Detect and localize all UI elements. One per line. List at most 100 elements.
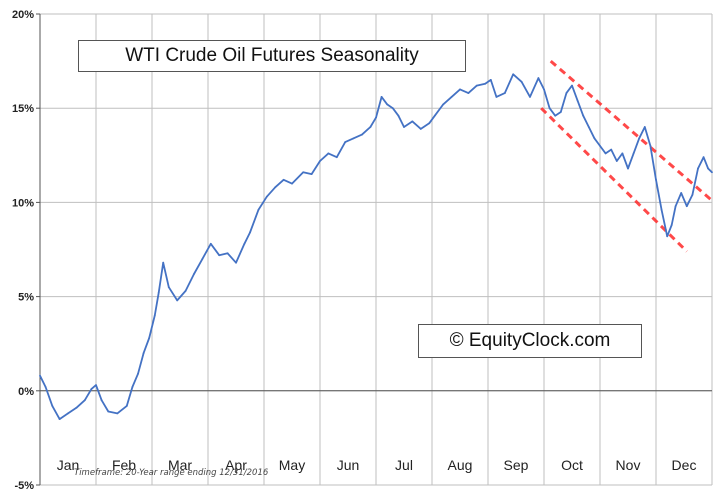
data-point	[627, 167, 629, 170]
data-point	[257, 209, 260, 211]
y-axis-ticks: 20% 15% 10% 5% 0% -5%	[12, 9, 40, 492]
data-point	[375, 116, 377, 119]
data-point	[327, 152, 330, 155]
data-point	[403, 126, 405, 128]
data-point	[503, 92, 506, 94]
data-point	[643, 126, 646, 128]
data-point	[226, 252, 229, 255]
data-point	[235, 261, 237, 264]
data-point	[335, 156, 338, 159]
data-point	[702, 156, 705, 159]
data-point	[361, 133, 363, 136]
data-point	[520, 80, 523, 83]
data-point	[167, 286, 170, 289]
data-point	[680, 192, 683, 194]
data-point	[125, 405, 128, 407]
data-point	[176, 299, 179, 302]
data-point	[582, 114, 585, 117]
data-point	[419, 127, 422, 130]
data-point	[107, 410, 110, 413]
trend-channel	[540, 59, 713, 253]
data-point	[201, 258, 204, 260]
x-tick-label: May	[279, 457, 305, 473]
y-tick-label: -5%	[14, 480, 34, 492]
data-point	[655, 178, 657, 181]
data-point	[450, 96, 453, 98]
data-point	[537, 77, 540, 79]
data-point	[428, 122, 431, 125]
data-point	[369, 126, 372, 128]
data-point	[459, 88, 461, 91]
data-point	[615, 160, 618, 162]
data-point	[75, 406, 78, 409]
data-point	[604, 152, 607, 155]
data-point	[265, 195, 268, 198]
data-point	[512, 73, 515, 76]
data-point	[442, 103, 445, 106]
x-tick-label: Dec	[672, 457, 697, 473]
data-point	[274, 186, 277, 189]
data-point	[632, 152, 635, 155]
data-point	[218, 254, 221, 257]
data-point	[386, 103, 389, 106]
data-point	[571, 84, 573, 87]
data-point	[475, 84, 478, 87]
data-point	[58, 418, 61, 420]
x-tick-label: Jun	[337, 457, 360, 473]
data-point	[593, 137, 596, 140]
data-point	[184, 290, 187, 292]
series-line	[39, 73, 713, 420]
watermark: © EquityClock.com	[418, 324, 642, 358]
x-tick-label: Aug	[448, 457, 473, 473]
data-point	[51, 405, 54, 407]
y-tick-label: 0%	[18, 386, 34, 398]
data-point	[559, 111, 562, 113]
data-point	[433, 114, 436, 117]
data-point	[467, 92, 470, 94]
x-tick-label: Jul	[395, 457, 413, 473]
x-tick-label: Apr	[225, 457, 247, 473]
data-point	[411, 120, 414, 123]
data-point	[352, 137, 355, 140]
x-tick-label: Oct	[561, 457, 583, 473]
data-point	[711, 171, 713, 174]
data-point	[666, 235, 669, 238]
data-point	[157, 291, 160, 294]
data-point	[599, 145, 601, 147]
data-point	[621, 152, 624, 155]
data-point	[397, 114, 400, 117]
data-point	[610, 148, 613, 151]
data-point	[193, 273, 195, 275]
x-axis-ticks: Jan Feb Mar Apr May Jun Jul Aug Sep Oct Nov Dec	[57, 457, 697, 473]
data-point	[291, 182, 293, 185]
data-point	[660, 209, 663, 211]
data-point	[95, 384, 97, 386]
data-point	[484, 82, 487, 85]
y-tick-label: 20%	[12, 9, 34, 21]
y-tick-label: 15%	[12, 103, 34, 115]
data-point	[90, 388, 93, 390]
x-tick-label: Jan	[57, 457, 80, 473]
data-point	[489, 79, 492, 81]
data-point	[670, 224, 673, 226]
data-point	[116, 412, 119, 415]
data-point	[691, 194, 694, 196]
data-point	[44, 386, 47, 388]
data-point	[674, 205, 677, 208]
data-point	[529, 96, 531, 98]
data-point	[142, 352, 145, 354]
data-point	[162, 261, 165, 264]
data-point	[685, 205, 688, 208]
x-tick-label: Nov	[616, 457, 641, 473]
x-tick-label: Feb	[112, 457, 136, 473]
data-point	[100, 399, 103, 402]
data-point	[249, 231, 251, 234]
data-point	[638, 137, 641, 140]
data-point	[83, 399, 86, 402]
y-tick-label: 5%	[18, 292, 34, 304]
data-point	[697, 167, 699, 170]
x-tick-label: Sep	[504, 457, 529, 473]
data-point	[137, 372, 139, 375]
data-point	[565, 92, 568, 94]
